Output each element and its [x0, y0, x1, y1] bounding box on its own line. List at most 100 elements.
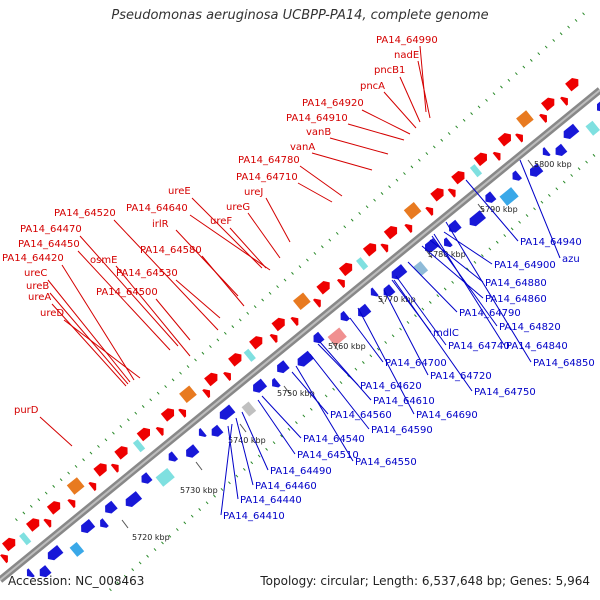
gene-label: ureE: [168, 186, 191, 197]
gene-label: pncB1: [374, 65, 405, 76]
gene-arrow: [555, 143, 568, 156]
gene-label: PA14_64450: [18, 239, 80, 250]
gene-label: ureD: [40, 308, 64, 319]
gene-label: PA14_64710: [236, 172, 298, 183]
scale-label: 5770 kbp: [378, 295, 416, 304]
gene-arrow: [125, 491, 143, 507]
gene-block: [155, 468, 175, 487]
gene-arrow: [272, 377, 281, 388]
gene-arrow: [93, 463, 107, 477]
gene-label: mdlC: [433, 328, 459, 339]
gene-label: PA14_64560: [330, 410, 392, 421]
reverse-strand-genes: [26, 101, 600, 578]
gene-arrow: [114, 446, 128, 460]
gene-block: [413, 261, 429, 277]
gene-arrow: [2, 537, 16, 552]
gene-arrow: [370, 287, 379, 297]
gene-label: ureJ: [244, 187, 263, 198]
gene-label: PA14_64940: [520, 237, 582, 248]
gene-label: PA14_64920: [302, 98, 364, 109]
forward-leader-lines: [39, 45, 431, 447]
gene-arrow: [541, 97, 555, 111]
gene-arrow: [451, 171, 465, 185]
gene-arrow: [542, 147, 551, 157]
gene-label: PA14_64690: [416, 410, 478, 421]
gene-arrow: [26, 568, 35, 578]
gene-arrow: [449, 219, 462, 233]
gene-arrow: [160, 408, 175, 422]
gene-arrow: [249, 336, 263, 350]
gene-block: [243, 348, 256, 362]
forward-strand-genes: [0, 78, 579, 564]
gene-arrow: [297, 350, 314, 367]
gene-arrow: [204, 372, 218, 387]
gene-arrow: [313, 331, 325, 344]
gene-label: PA14_64580: [140, 245, 202, 256]
gene-label: PA14_64790: [459, 308, 521, 319]
gene-label: nadE: [394, 50, 419, 61]
gene-arrow: [560, 96, 568, 106]
gene-label: PA14_64590: [371, 425, 433, 436]
gene-arrow: [316, 281, 330, 295]
gene-label: purD: [14, 405, 39, 416]
gene-arrow: [447, 188, 456, 198]
scale-label: 5790 kbp: [480, 205, 518, 214]
gene-arrow: [223, 372, 231, 381]
gene-label: irlR: [152, 219, 169, 230]
gene-arrow: [539, 113, 547, 123]
gene-arrow: [515, 133, 523, 143]
scale-label: 5740 kbp: [228, 436, 266, 445]
gene-label: PA14_64490: [270, 466, 332, 477]
gene-arrow: [110, 463, 119, 473]
gene-arrow: [155, 427, 164, 436]
gene-block: [327, 327, 347, 347]
gene-arrow: [269, 334, 278, 343]
scale-label: 5800 kbp: [534, 160, 572, 169]
gene-arrow: [362, 243, 377, 257]
gene-arrow: [186, 444, 200, 458]
reverse-leader-lines: [220, 159, 561, 516]
gene-label: PA14_64780: [238, 155, 300, 166]
forward-gene-labels: PA14_64990 nadE pncB1 pncA PA14_64920 PA…: [2, 35, 438, 416]
gene-label: vanB: [306, 127, 331, 138]
gene-arrow: [380, 243, 389, 253]
gene-arrow: [497, 133, 511, 147]
gene-arrow: [100, 518, 109, 528]
gene-label: PA14_64880: [485, 278, 547, 289]
gene-arrow: [277, 360, 290, 374]
map-title: Pseudomonas aeruginosa UCBPP-PA14, compl…: [111, 8, 489, 23]
gene-arrow: [563, 123, 580, 139]
gene-arrow: [313, 298, 321, 308]
gene-label: ureA: [28, 292, 51, 303]
gene-arrow: [105, 500, 118, 514]
gene-block: [66, 477, 85, 495]
scale-label: 5750 kbp: [277, 389, 315, 398]
gene-label: vanA: [290, 142, 315, 153]
gene-label: PA14_64460: [255, 481, 317, 492]
gene-label: PA14_64530: [116, 268, 178, 279]
reverse-gene-labels: PA14_64940 azu PA14_64900 PA14_64880 PA1…: [223, 237, 595, 522]
gene-block: [403, 202, 422, 220]
gene-block: [585, 120, 600, 136]
accession-text: Accession: NC_008463: [8, 574, 145, 588]
gene-arrow: [211, 424, 224, 437]
gene-arrow: [469, 210, 486, 227]
gene-arrow: [202, 389, 211, 399]
gene-label: PA14_64410: [223, 511, 285, 522]
gene-block: [356, 257, 369, 271]
gc-skew-outer-track: [15, 6, 591, 522]
gene-arrow: [47, 545, 64, 561]
gene-arrow: [338, 262, 353, 277]
gene-label: PA14_64550: [355, 457, 417, 468]
gene-arrow: [136, 427, 150, 442]
scale-label: 5720 kbp: [132, 533, 170, 542]
gene-arrow: [0, 554, 8, 564]
gene-label: azu: [562, 254, 580, 265]
gene-arrow: [39, 565, 52, 578]
gene-arrow: [43, 518, 52, 528]
gene-block: [469, 164, 483, 178]
gene-label: PA14_64750: [474, 387, 536, 398]
gene-label: osmE: [90, 255, 117, 266]
gene-label: PA14_64520: [54, 208, 116, 219]
